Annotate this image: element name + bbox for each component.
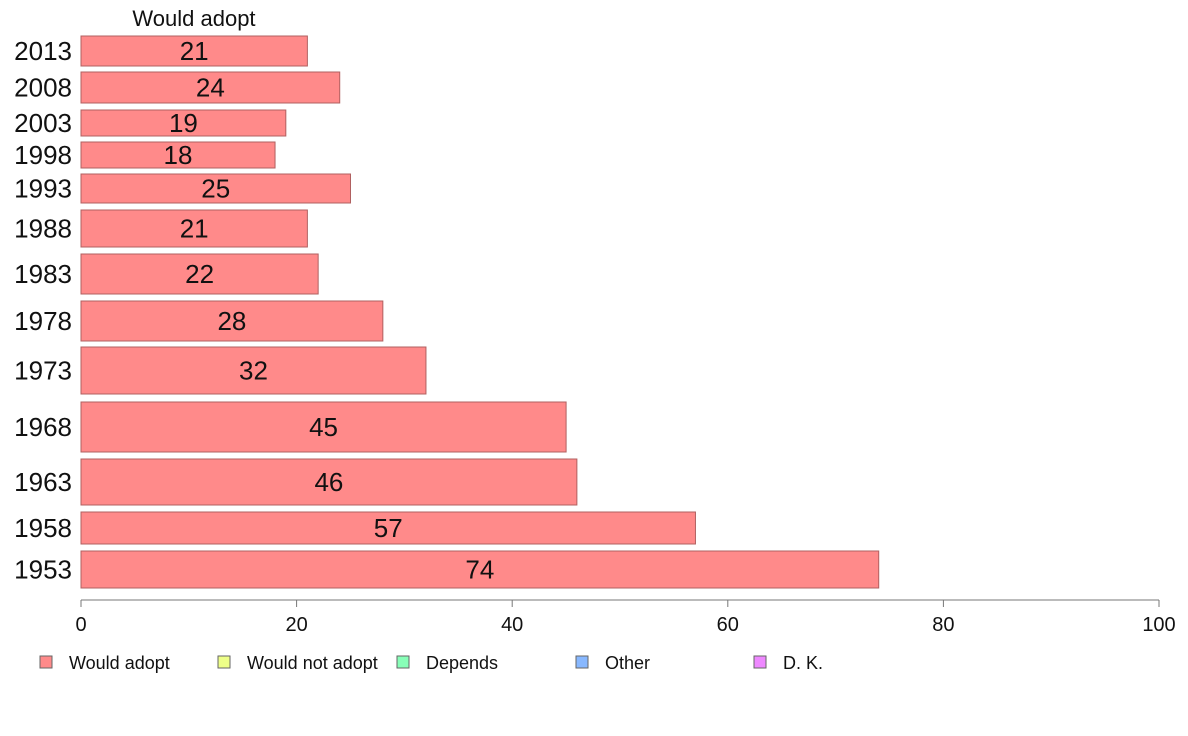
bar-value-label: 57: [374, 513, 403, 543]
bar-value-label: 18: [164, 140, 193, 170]
bar-value-label: 19: [169, 108, 198, 138]
category-label: 1963: [14, 467, 72, 497]
bar-value-label: 46: [314, 467, 343, 497]
category-label: 2013: [14, 36, 72, 66]
legend-swatch: [396, 655, 410, 669]
category-label: 1958: [14, 513, 72, 543]
x-tick-label: 100: [1142, 614, 1175, 636]
category-label: 1988: [14, 214, 72, 244]
category-label: 1953: [14, 555, 72, 585]
legend-label: D. K.: [783, 653, 823, 673]
bar: [80, 300, 384, 342]
category-label: 1983: [14, 259, 72, 289]
legend-label: Depends: [426, 653, 498, 673]
category-label: 1973: [14, 356, 72, 386]
legend-label: Would adopt: [69, 653, 170, 673]
category-label: 1978: [14, 306, 72, 336]
legend-swatch: [575, 655, 589, 669]
bar-value-label: 74: [465, 555, 494, 585]
legend-label: Would not adopt: [247, 653, 378, 673]
bar-value-label: 21: [180, 36, 209, 66]
legend: Would adopt Would not adopt Depends Other D.…: [39, 653, 823, 673]
x-tick-label: 0: [75, 614, 86, 636]
x-tick-label: 80: [932, 614, 954, 636]
category-label: 2008: [14, 73, 72, 103]
bar-value-label: 24: [196, 73, 225, 103]
bar: [80, 550, 880, 589]
x-tick-label: 40: [501, 614, 523, 636]
bar-value-label: 21: [180, 214, 209, 244]
x-tick-label: 20: [285, 614, 307, 636]
bar: [80, 401, 567, 453]
bar-value-label: 22: [185, 259, 214, 289]
legend-swatch: [753, 655, 767, 669]
x-axis: 0 20 40 60 80 100: [75, 599, 1176, 636]
bar-value-label: 28: [217, 306, 246, 336]
legend-swatch: [39, 655, 53, 669]
legend-swatch: [217, 655, 231, 669]
bar: [80, 109, 287, 137]
bar: [80, 253, 319, 295]
category-label: 2003: [14, 108, 72, 138]
bars-group: 21 2013 24 2008 19 2003 18 1998 25 1993 21 1988 22 19…: [14, 35, 880, 589]
category-label: 1968: [14, 412, 72, 442]
bar: [80, 141, 276, 169]
bar: [80, 346, 427, 395]
bar: [80, 511, 696, 545]
category-label: 1993: [14, 174, 72, 204]
category-label: 1998: [14, 140, 72, 170]
bar: [80, 458, 578, 506]
bar: [80, 71, 341, 104]
bar-value-label: 45: [309, 412, 338, 442]
bar-value-label: 25: [201, 174, 230, 204]
legend-label: Other: [605, 653, 650, 673]
bar: [80, 35, 308, 67]
series-title: Would adopt: [132, 6, 255, 31]
x-tick-label: 60: [717, 614, 739, 636]
bar: [80, 209, 308, 248]
bar: [80, 173, 351, 204]
bar-value-label: 32: [239, 356, 268, 386]
